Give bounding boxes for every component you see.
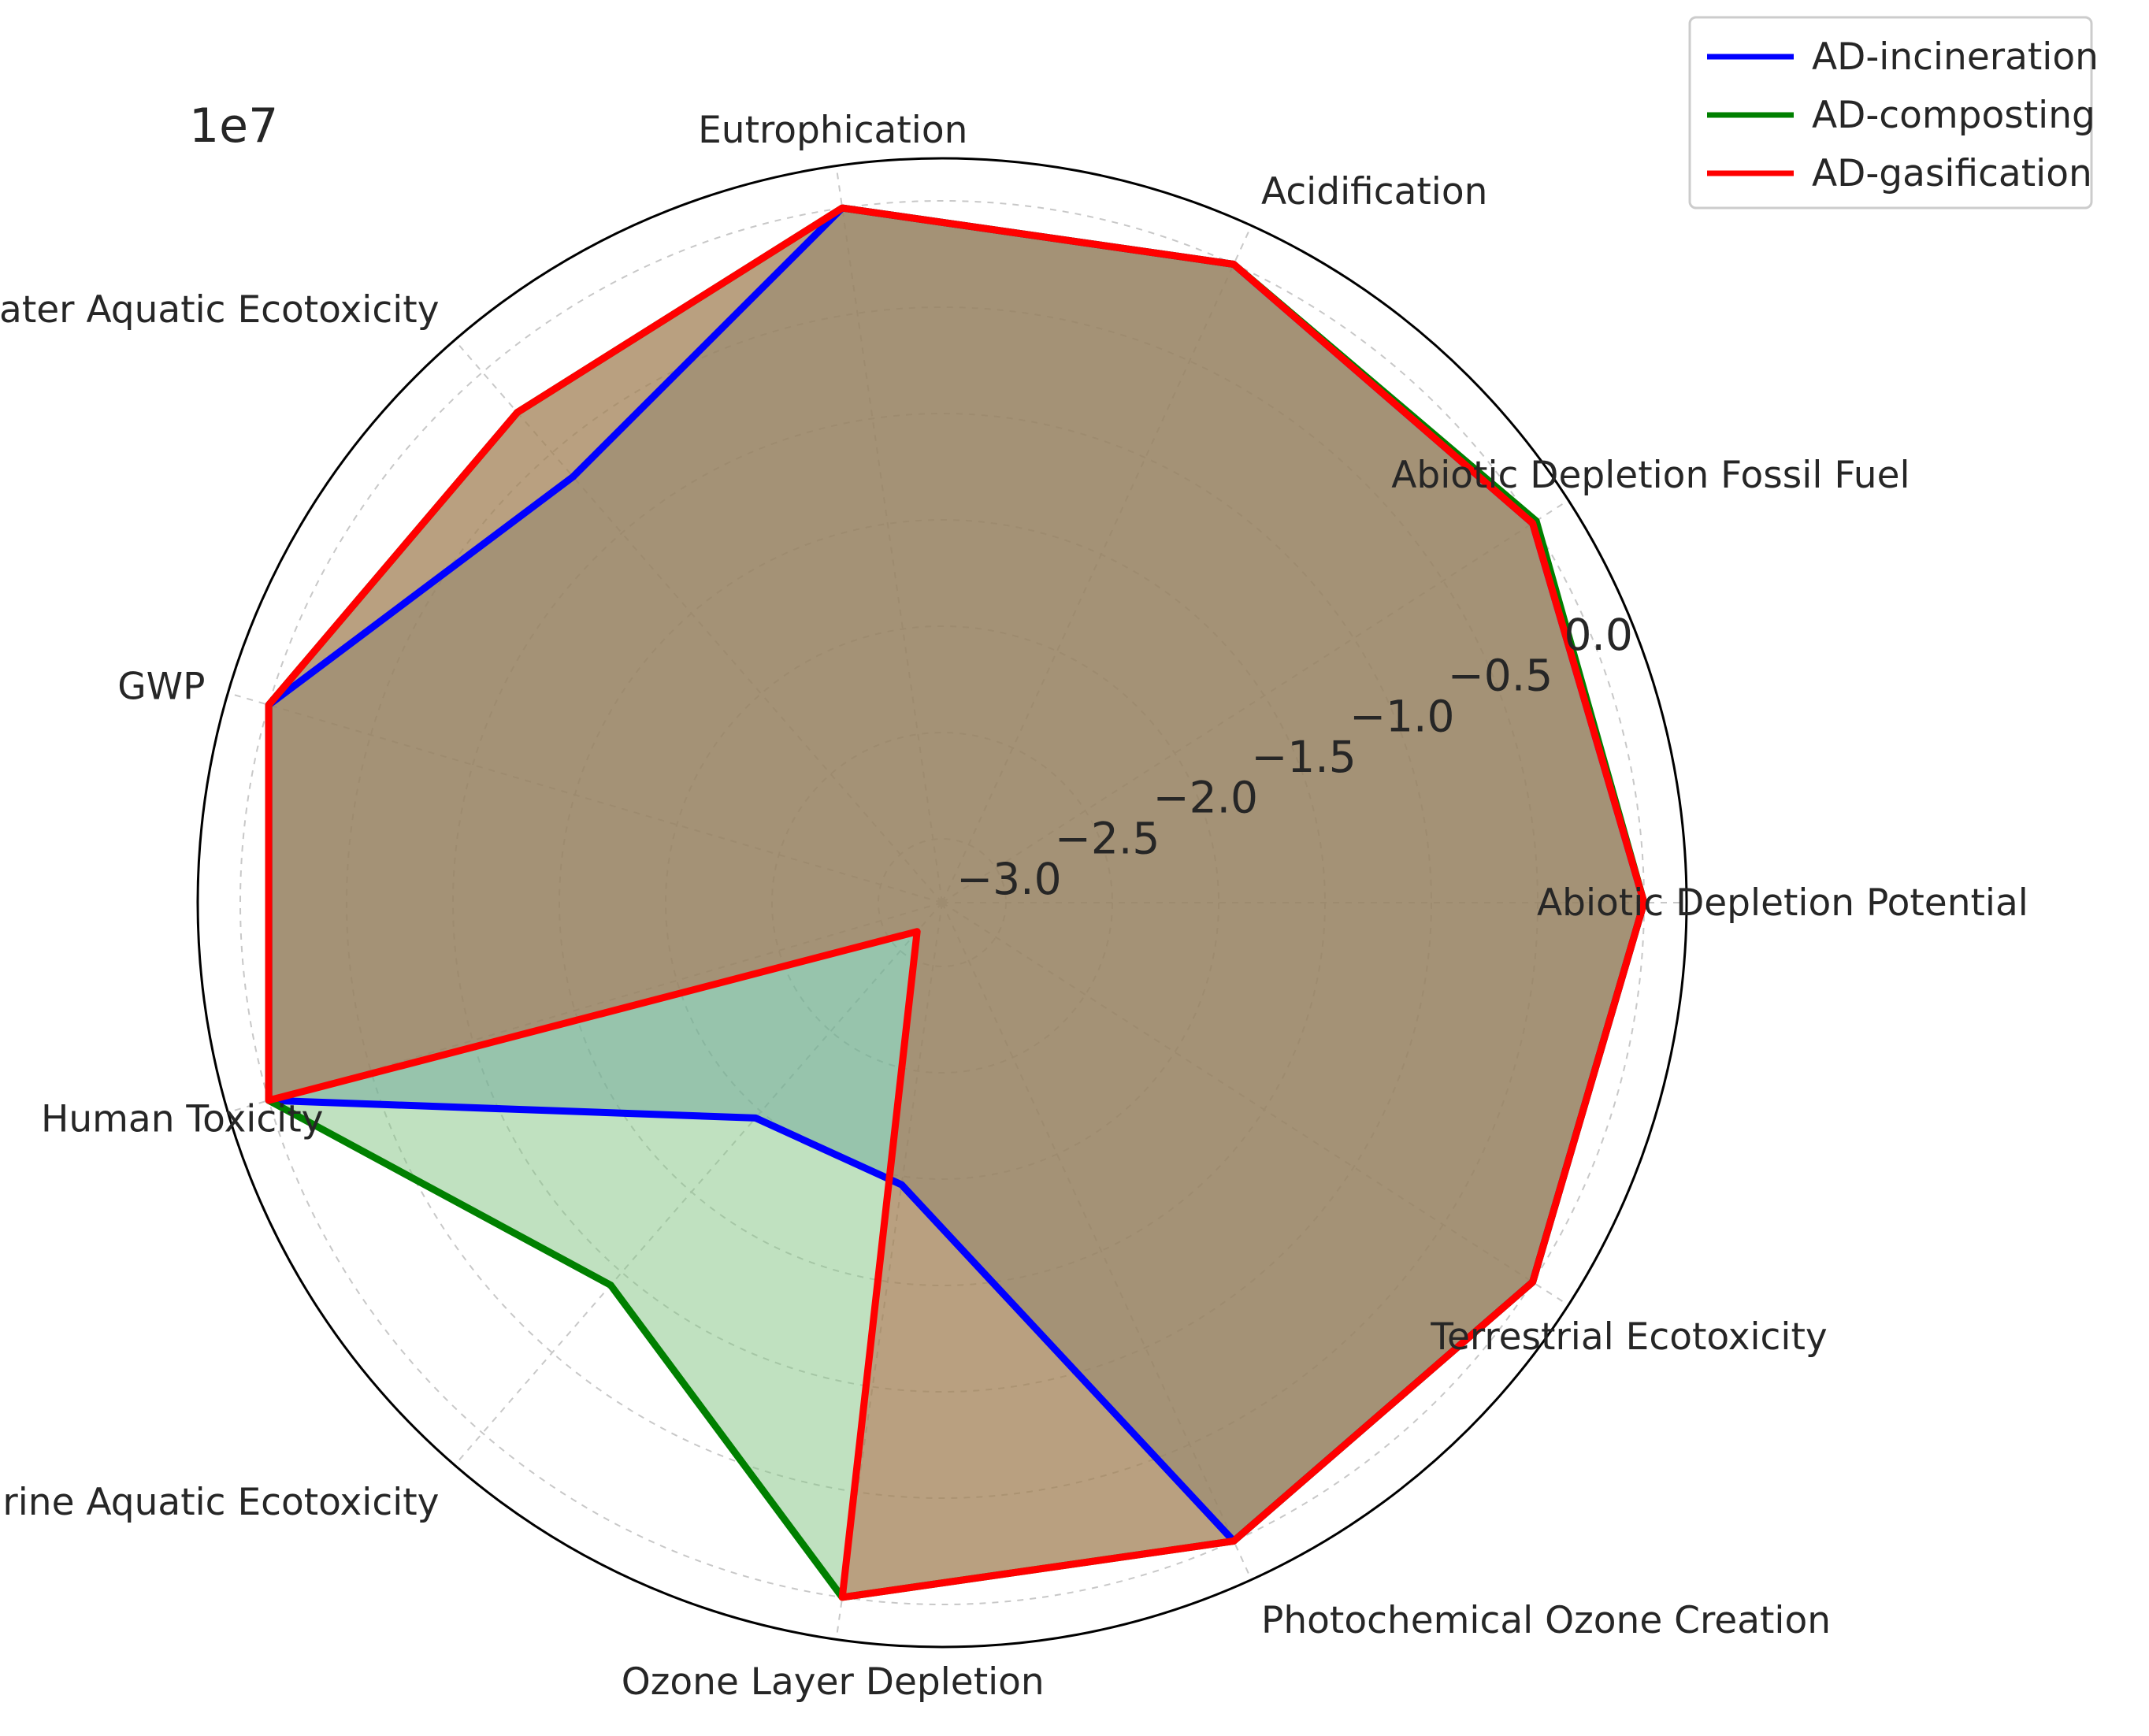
axis-label: Ozone Layer Depletion (622, 1660, 1045, 1704)
axis-label: Terrestrial Ecotoxicity (1430, 1315, 1827, 1359)
axis-label: Freshwater Aquatic Ecotoxicity (0, 288, 440, 332)
axis-label: GWP (117, 665, 205, 708)
axis-label: Eutrophication (698, 109, 967, 152)
axis-label: Abiotic Depletion Fossil Fuel (1391, 454, 1910, 497)
axis-label: Photochemical Ozone Creation (1261, 1599, 1831, 1642)
axis-labels: Abiotic Depletion Potential Abiotic Deple… (0, 109, 2028, 1704)
series-fills (269, 208, 1645, 1597)
legend-label: AD-incineration (1812, 35, 2099, 79)
radial-tick-label: 0.0 (1564, 610, 1632, 660)
radial-tick-labels: −3.0−2.5−2.0−1.5−1.0−0.50.0 (956, 610, 1633, 904)
scale-multiplier: 1e7 (189, 98, 278, 154)
series-line-AD-gasification (265, 204, 1648, 1601)
polar-frame (196, 157, 1688, 1649)
series-fill-AD-gasification (269, 208, 1645, 1597)
radial-tick-label: −2.5 (1055, 813, 1160, 863)
axis-label: Marine Aquatic Ecotoxicity (0, 1481, 440, 1524)
legend-box (1688, 16, 2093, 210)
axis-label: Abiotic Depletion Potential (1537, 881, 2028, 925)
radial-tick-label: −0.5 (1448, 651, 1553, 701)
series-lines (265, 204, 1648, 1601)
axis-label: Acidification (1261, 170, 1487, 213)
legend-label: AD-gasification (1812, 152, 2092, 195)
radial-tick-label: −1.5 (1251, 732, 1357, 782)
radial-tick-label: −1.0 (1349, 691, 1455, 741)
radial-tick-label: −3.0 (956, 854, 1062, 904)
legend-label: AD-composting (1812, 94, 2095, 137)
grid-spoke (454, 902, 943, 1466)
axis-label: Human Toxicity (41, 1098, 324, 1141)
legend: AD-incineration AD-composting AD-gasificat… (1688, 16, 2099, 210)
radial-tick-label: −2.0 (1153, 773, 1259, 823)
